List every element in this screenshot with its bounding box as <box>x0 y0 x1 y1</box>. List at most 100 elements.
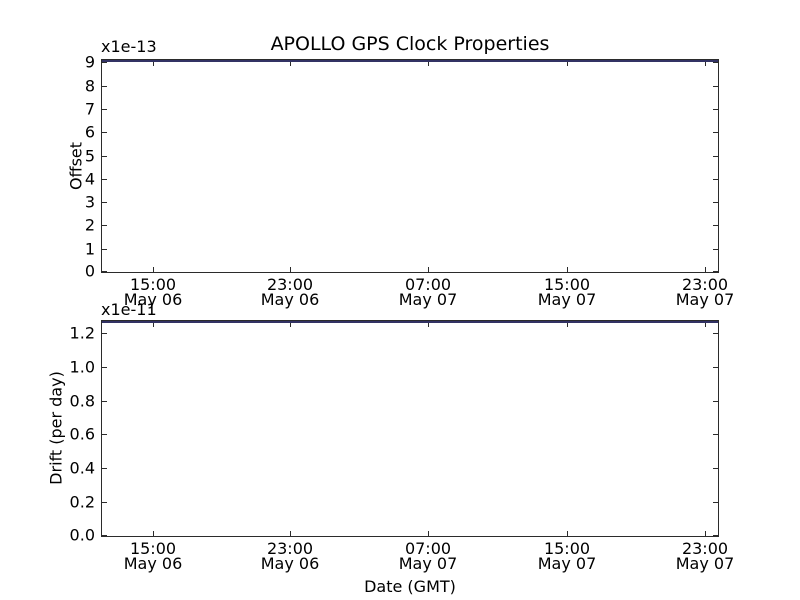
x-tick-mark <box>153 62 154 66</box>
y-tick-label: 1.2 <box>69 323 95 343</box>
y-tick-mark <box>102 502 107 503</box>
y-tick-mark <box>713 367 718 368</box>
x-tick-mark <box>705 323 706 327</box>
y-tick-mark <box>102 202 107 203</box>
x-tick-label: 23:00 May 07 <box>675 275 735 309</box>
x-tick-date: May 07 <box>398 554 458 573</box>
y-tick-label: 0.0 <box>69 525 95 545</box>
x-tick-mark <box>290 267 291 272</box>
x-tick-date: May 07 <box>675 554 735 573</box>
x-tick-time: 15:00 <box>129 275 177 294</box>
x-tick-mark <box>153 323 154 327</box>
y-tick-mark <box>102 271 107 272</box>
y-tick-label: 1 <box>84 239 95 259</box>
x-tick-time: 15:00 <box>129 539 177 558</box>
y-tick-mark <box>102 333 107 334</box>
y-tick-label: 3 <box>84 192 95 212</box>
y-tick-mark <box>713 535 718 536</box>
x-tick-time: 15:00 <box>543 539 591 558</box>
x-tick-date: May 06 <box>260 290 320 309</box>
x-tick-label: 15:00 May 06 <box>123 275 183 309</box>
x-tick-date: May 07 <box>398 290 458 309</box>
y-tick-mark <box>713 109 718 110</box>
y-tick-mark <box>713 202 718 203</box>
y-tick-mark <box>713 271 718 272</box>
y-tick-label: 8 <box>84 76 95 96</box>
x-tick-label: 23:00 May 06 <box>260 539 320 573</box>
y-scale-offset-label-bottom: x1e-11 <box>101 300 157 319</box>
x-tick-date: May 06 <box>123 290 183 309</box>
y-tick-label: 1.0 <box>69 357 95 377</box>
y-tick-mark <box>102 434 107 435</box>
x-tick-time: 23:00 <box>266 275 314 294</box>
y-tick-mark <box>713 132 718 133</box>
y-tick-mark <box>713 401 718 402</box>
x-tick-time: 07:00 <box>404 275 452 294</box>
x-tick-time: 15:00 <box>543 275 591 294</box>
x-tick-mark <box>153 267 154 272</box>
y-scale-offset-label-top: x1e-13 <box>101 37 157 56</box>
y-tick-mark <box>713 468 718 469</box>
axes-offset-subplot: 15:00 May 06 23:00 May 06 07:00 May 07 15:00 Ma… <box>85 53 734 308</box>
y-tick-mark <box>713 333 718 334</box>
x-tick-mark <box>428 267 429 272</box>
y-tick-mark <box>713 156 718 157</box>
x-tick-mark <box>567 62 568 66</box>
drift-series-line <box>102 321 718 323</box>
x-tick-date: May 07 <box>537 554 597 573</box>
y-tick-label: 0.2 <box>69 492 95 512</box>
x-tick-mark <box>290 323 291 327</box>
x-tick-label: 15:00 May 07 <box>537 539 597 573</box>
x-tick-label: 23:00 May 07 <box>675 539 735 573</box>
x-tick-mark <box>567 323 568 327</box>
x-tick-mark <box>705 267 706 272</box>
y-tick-mark <box>713 62 718 63</box>
y-tick-mark <box>102 62 107 63</box>
x-tick-label: 23:00 May 06 <box>260 275 320 309</box>
y-tick-mark <box>102 535 107 536</box>
x-tick-mark <box>290 62 291 66</box>
y-tick-label: 5 <box>84 146 95 166</box>
y-tick-mark <box>713 249 718 250</box>
y-tick-mark <box>102 156 107 157</box>
y-tick-mark <box>713 434 718 435</box>
x-axis-label: Date (GMT) <box>364 577 456 596</box>
y-tick-mark <box>102 109 107 110</box>
y-tick-mark <box>102 179 107 180</box>
y-tick-mark <box>102 225 107 226</box>
x-tick-mark <box>705 62 706 66</box>
y-tick-label: 0 <box>84 261 95 281</box>
y-tick-label: 4 <box>84 169 95 189</box>
x-tick-mark <box>428 323 429 327</box>
y-tick-label: 0.6 <box>69 424 95 444</box>
y-axis-label-drift: Drift (per day) <box>46 371 66 485</box>
y-tick-mark <box>713 179 718 180</box>
y-axis-label-offset: Offset <box>66 141 86 191</box>
x-tick-mark <box>428 62 429 66</box>
y-tick-label: 0.8 <box>69 391 95 411</box>
x-tick-date: May 07 <box>675 290 735 309</box>
y-tick-mark <box>102 249 107 250</box>
x-tick-mark <box>567 267 568 272</box>
x-tick-date: May 07 <box>537 290 597 309</box>
y-tick-label: 6 <box>84 122 95 142</box>
x-tick-date: May 06 <box>260 554 320 573</box>
x-tick-time: 23:00 <box>266 539 314 558</box>
x-tick-time: 23:00 <box>681 539 729 558</box>
y-tick-label: 0.4 <box>69 458 95 478</box>
y-tick-mark <box>713 86 718 87</box>
y-tick-label: 2 <box>84 215 95 235</box>
y-tick-mark <box>102 401 107 402</box>
x-tick-time: 07:00 <box>404 539 452 558</box>
y-tick-label: 9 <box>84 52 95 72</box>
y-tick-mark <box>713 502 718 503</box>
y-tick-mark <box>713 225 718 226</box>
axes-drift-subplot: 15:00 May 06 23:00 May 06 07:00 May 07 15:00 Ma… <box>70 320 734 572</box>
y-tick-label: 7 <box>84 99 95 119</box>
x-tick-time: 23:00 <box>681 275 729 294</box>
offset-series-line <box>102 60 718 62</box>
y-tick-mark <box>102 468 107 469</box>
y-tick-mark <box>102 86 107 87</box>
x-tick-mark <box>567 531 568 536</box>
